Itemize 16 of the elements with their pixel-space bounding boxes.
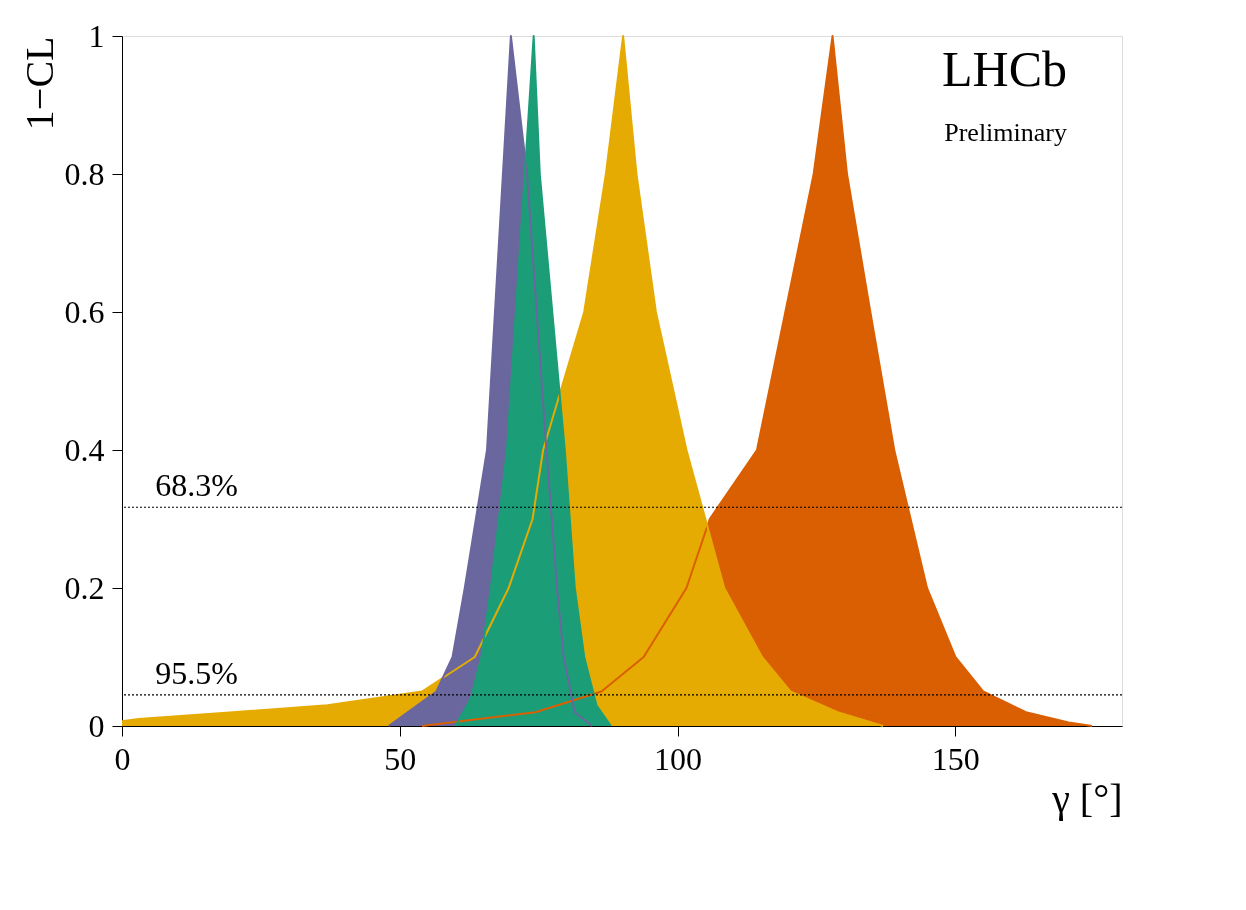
x-tick-label: 150: [931, 740, 980, 777]
annotation: LHCb: [942, 41, 1067, 97]
annotation: 95.5%: [155, 654, 238, 691]
y-axis-title: 1−CL: [16, 36, 62, 131]
annotation: 68.3%: [155, 467, 238, 504]
y-tick-label: 0.4: [64, 431, 105, 468]
y-tick-label: 0.8: [64, 155, 105, 192]
y-tick-label: 0: [88, 707, 105, 744]
x-tick-label: 100: [654, 740, 703, 777]
x-tick-label: 0: [114, 740, 131, 777]
x-axis-title: γ [°]: [1051, 775, 1123, 821]
annotation: Preliminary: [944, 118, 1067, 147]
y-tick-label: 1: [88, 17, 105, 54]
y-tick-label: 0.6: [64, 293, 105, 330]
y-tick-label: 0.2: [64, 569, 105, 606]
x-tick-label: 50: [384, 740, 417, 777]
